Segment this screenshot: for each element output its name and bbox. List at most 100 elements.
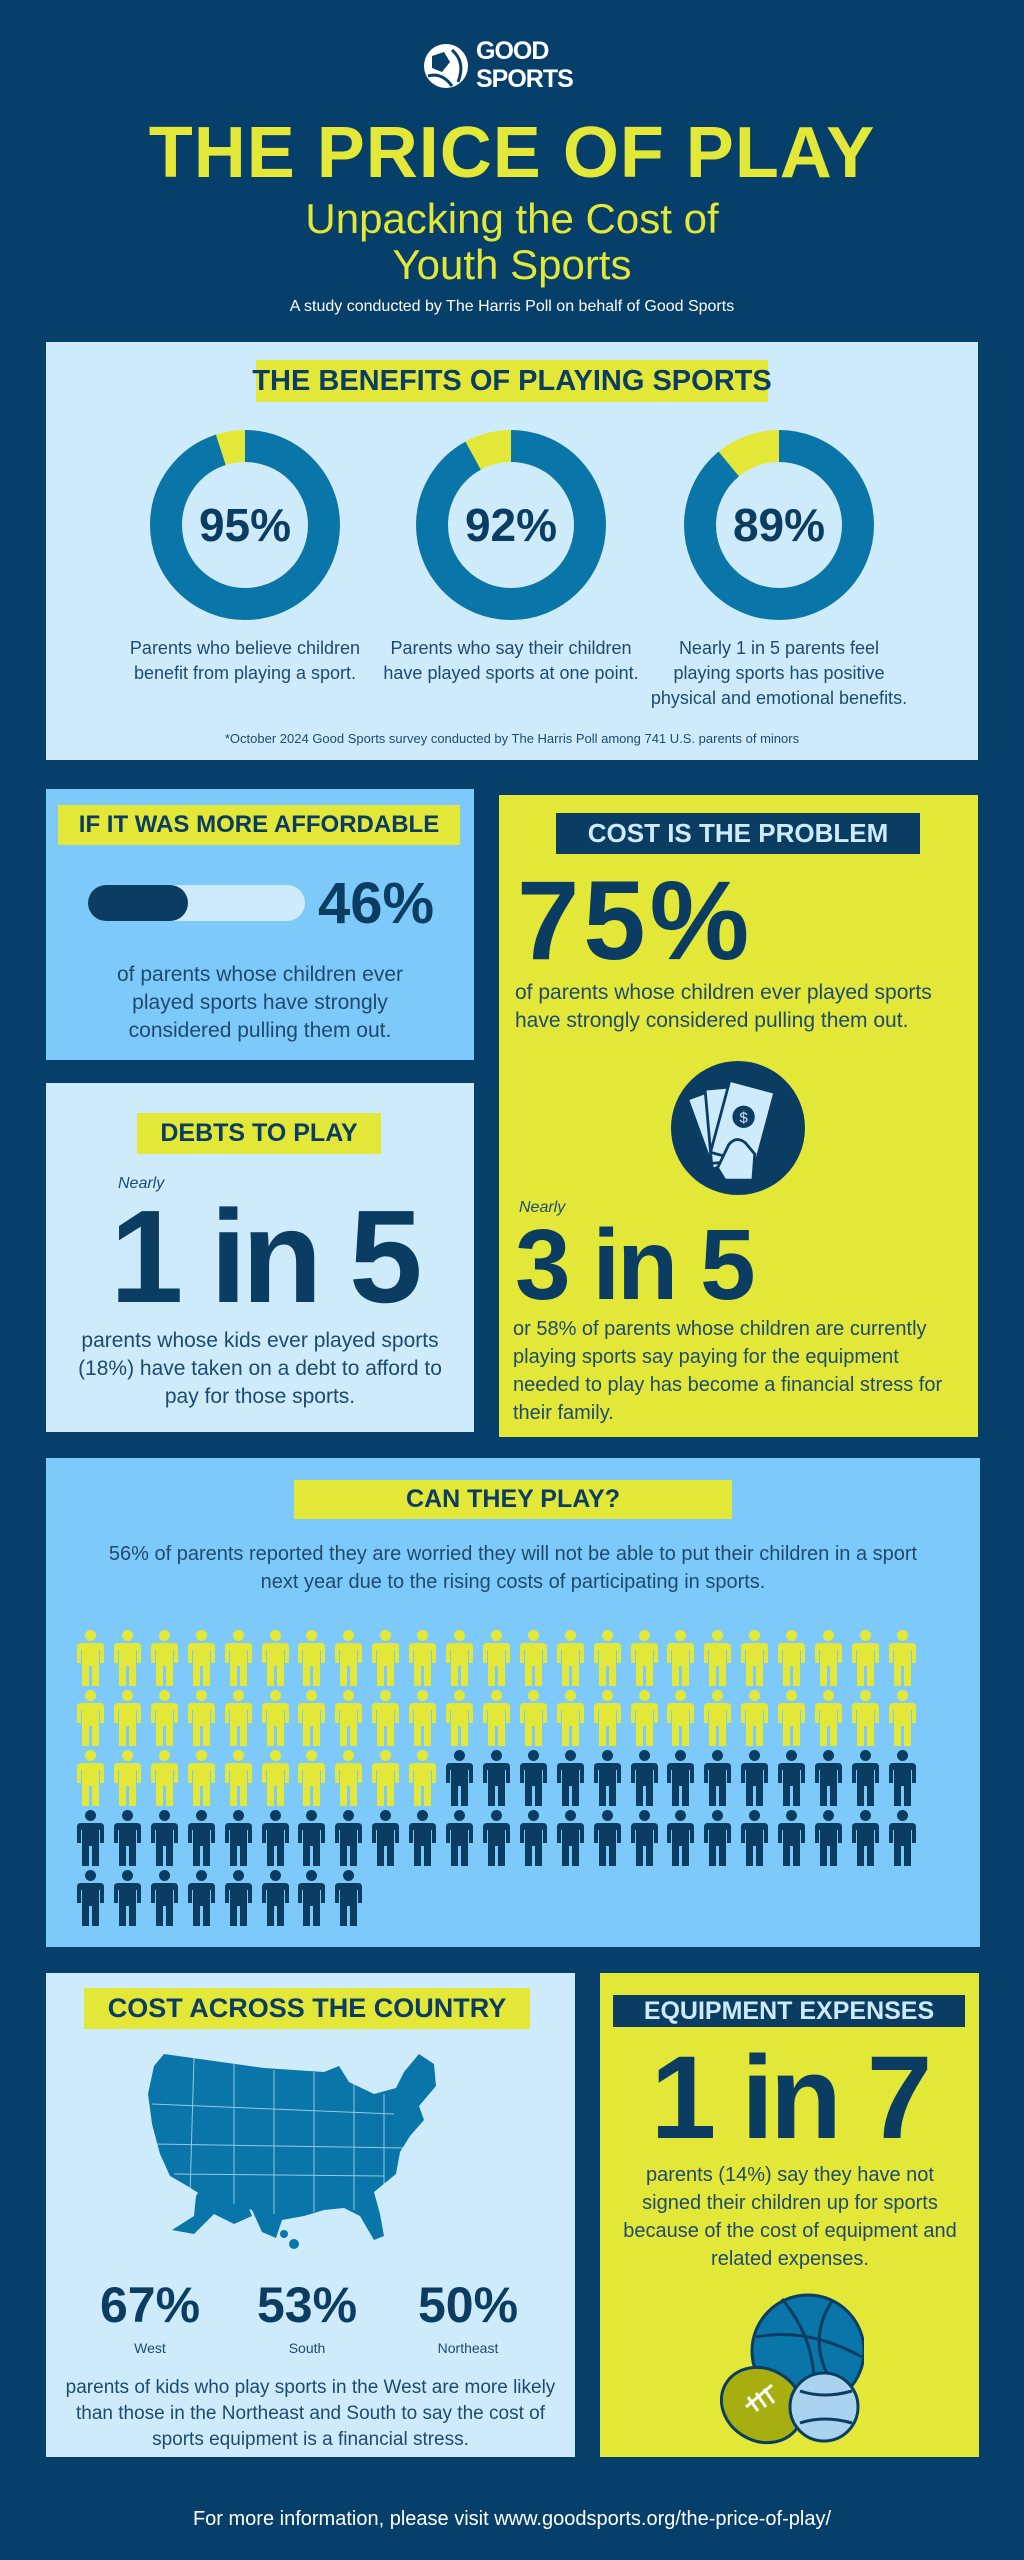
person-icon bbox=[298, 1870, 326, 1926]
person-icon-worried bbox=[778, 1630, 806, 1686]
person-icon-worried bbox=[667, 1690, 695, 1746]
person-icon-worried bbox=[150, 1750, 178, 1806]
person-icon-worried bbox=[298, 1750, 326, 1806]
benefit-item: 95% Parents who believe children benefit… bbox=[115, 430, 375, 725]
person-icon bbox=[446, 1750, 473, 1806]
donut-value-arc bbox=[150, 430, 340, 620]
person-icon-worried bbox=[372, 1750, 400, 1806]
good-sports-logo: GOOD SPORTS bbox=[422, 38, 602, 94]
affordable-value: 46% bbox=[318, 871, 435, 936]
us-map-icon bbox=[148, 2054, 436, 2249]
person-icon bbox=[335, 1810, 363, 1866]
person-icon bbox=[77, 1870, 104, 1926]
benefits-section: THE BENEFITS OF PLAYING SPORTS 95% Paren… bbox=[46, 342, 978, 760]
person-icon-worried bbox=[741, 1630, 769, 1686]
person-icon bbox=[667, 1810, 695, 1866]
person-icon bbox=[667, 1750, 695, 1806]
can-play-title: CAN THEY PLAY? bbox=[294, 1480, 732, 1519]
page-title: THE PRICE OF PLAY bbox=[148, 113, 876, 193]
person-icon-worried bbox=[482, 1690, 510, 1746]
debts-title: DEBTS TO PLAY bbox=[137, 1113, 381, 1154]
person-icon bbox=[77, 1810, 104, 1866]
person-icon bbox=[888, 1750, 916, 1806]
person-icon bbox=[519, 1750, 547, 1806]
person-icon-worried bbox=[482, 1630, 510, 1686]
person-icon bbox=[298, 1810, 326, 1866]
equipment-title: EQUIPMENT EXPENSES bbox=[613, 1995, 965, 2027]
person-icon-worried bbox=[261, 1750, 289, 1806]
person-icon-worried bbox=[298, 1630, 326, 1686]
logo-text-sports: SPORTS bbox=[476, 65, 574, 93]
person-icon bbox=[704, 1810, 732, 1866]
affordable-progress-fill bbox=[88, 885, 188, 921]
person-icon bbox=[593, 1810, 621, 1866]
person-icon bbox=[815, 1810, 842, 1866]
person-icon bbox=[556, 1750, 584, 1806]
region-name: South bbox=[288, 2340, 326, 2356]
debts-stat: 1 in 5 bbox=[110, 1183, 422, 1330]
benefits-footnote: *October 2024 Good Sports survey conduct… bbox=[224, 731, 800, 746]
person-icon-worried bbox=[187, 1690, 215, 1746]
person-icon bbox=[372, 1810, 400, 1866]
cost-problem-desc2: or 58% of parents whose children are cur… bbox=[513, 1318, 943, 1424]
person-icon bbox=[113, 1870, 141, 1926]
person-icon-worried bbox=[113, 1690, 141, 1746]
person-icon-worried bbox=[815, 1690, 842, 1746]
person-icon-worried bbox=[593, 1690, 621, 1746]
person-icon-worried bbox=[113, 1630, 141, 1686]
person-icon-worried bbox=[187, 1750, 215, 1806]
person-icon bbox=[556, 1810, 584, 1866]
person-icon bbox=[187, 1870, 215, 1926]
person-icon bbox=[335, 1870, 363, 1926]
equipment-stat: 1 in 7 bbox=[650, 2032, 933, 2164]
person-icon-worried bbox=[519, 1630, 547, 1686]
cost-problem-desc: of parents whose children ever played sp… bbox=[515, 981, 932, 1032]
person-icon bbox=[150, 1810, 178, 1866]
study-credit: A study conducted by The Harris Poll on … bbox=[289, 298, 735, 315]
page-subtitle-1: Unpacking the Cost of bbox=[305, 195, 719, 242]
person-icon bbox=[630, 1810, 658, 1866]
donut-desc: Parents who believe children benefit fro… bbox=[129, 638, 361, 683]
region-stat: 67% West bbox=[75, 2277, 225, 2357]
person-icon-worried bbox=[335, 1690, 363, 1746]
donut-value-arc bbox=[684, 430, 874, 620]
donut-chart bbox=[684, 430, 874, 620]
person-icon bbox=[150, 1870, 178, 1926]
person-icon-worried bbox=[741, 1690, 769, 1746]
region-name: Northeast bbox=[437, 2340, 499, 2356]
person-icon-worried bbox=[77, 1750, 104, 1806]
footer-link[interactable]: For more information, please visit www.g… bbox=[192, 2508, 832, 2530]
can-play-section: CAN THEY PLAY? 56% of parents reported t… bbox=[46, 1458, 980, 1947]
person-icon bbox=[409, 1810, 437, 1866]
person-icon bbox=[815, 1750, 842, 1806]
benefits-title: THE BENEFITS OF PLAYING SPORTS bbox=[252, 360, 772, 402]
cost-problem-title: COST IS THE PROBLEM bbox=[556, 813, 920, 854]
person-icon-worried bbox=[851, 1690, 879, 1746]
person-icon-worried bbox=[335, 1630, 363, 1686]
person-icon-worried bbox=[556, 1630, 584, 1686]
person-icon bbox=[778, 1810, 806, 1866]
person-icon-worried bbox=[593, 1630, 621, 1686]
person-icon-worried bbox=[446, 1630, 473, 1686]
person-icon-worried bbox=[667, 1630, 695, 1686]
person-icon bbox=[630, 1750, 658, 1806]
person-icon-worried bbox=[630, 1690, 658, 1746]
can-play-desc: 56% of parents reported they are worried… bbox=[108, 1543, 918, 1593]
affordable-section: IF IT WAS MORE AFFORDABLE 46% of parents… bbox=[46, 789, 474, 1060]
equipment-desc: parents (14%) say they have not signed t… bbox=[623, 2164, 957, 2270]
equipment-section: EQUIPMENT EXPENSES 1 in 7 parents (14%) … bbox=[600, 1973, 979, 2457]
person-icon-worried bbox=[77, 1690, 104, 1746]
debts-section: DEBTS TO PLAY Nearly 1 in 5 parents whos… bbox=[46, 1083, 474, 1432]
region-stat: 53% South bbox=[232, 2277, 382, 2357]
debts-nearly: Nearly bbox=[118, 1175, 165, 1192]
person-icon-worried bbox=[261, 1690, 289, 1746]
region-stat: 50% Northeast bbox=[393, 2277, 543, 2357]
person-icon-worried bbox=[704, 1630, 732, 1686]
person-icon-worried bbox=[519, 1690, 547, 1746]
region-value: 53% bbox=[256, 2277, 358, 2333]
person-icon-worried bbox=[815, 1630, 842, 1686]
person-icon-worried bbox=[77, 1630, 104, 1686]
cost-problem-value: 75% bbox=[517, 858, 754, 983]
person-icon-worried bbox=[224, 1750, 252, 1806]
region-value: 50% bbox=[417, 2277, 519, 2333]
